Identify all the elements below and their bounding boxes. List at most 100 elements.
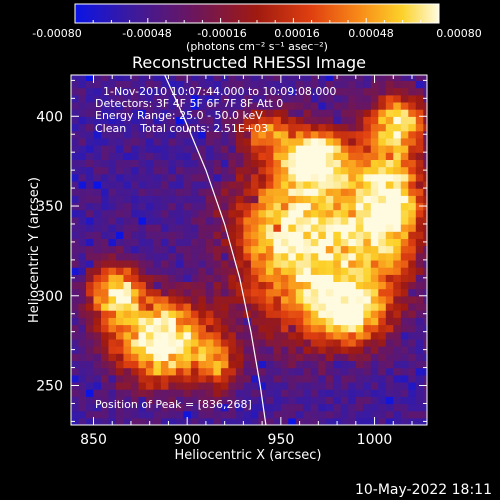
heatmap-cell	[145, 130, 154, 139]
heatmap-cell	[116, 353, 125, 361]
heatmap-cell	[340, 80, 349, 89]
heatmap-cell	[370, 389, 379, 397]
heatmap-cell	[273, 224, 282, 232]
heatmap-cell	[213, 130, 222, 139]
heatmap-cell	[333, 202, 342, 211]
heatmap-cell	[78, 274, 87, 282]
heatmap-cell	[340, 281, 349, 290]
heatmap-cell	[131, 109, 140, 117]
heatmap-cell	[131, 216, 140, 225]
heatmap-cell	[198, 75, 207, 81]
heatmap-cell	[71, 353, 80, 361]
heatmap-cell	[250, 331, 259, 340]
heatmap-cell	[295, 252, 304, 261]
heatmap-cell	[408, 274, 417, 282]
heatmap-cell	[325, 338, 334, 347]
heatmap-cell	[108, 274, 117, 282]
heatmap-cell	[93, 389, 102, 397]
heatmap-cell	[318, 281, 327, 290]
heatmap-cell	[153, 288, 162, 297]
heatmap-cell	[258, 101, 267, 110]
heatmap-cell	[145, 374, 154, 383]
heatmap-cell	[348, 166, 357, 175]
heatmap-cell	[295, 403, 304, 412]
heatmap-cell	[235, 346, 244, 354]
heatmap-cell	[288, 259, 297, 268]
heatmap-cell	[86, 159, 95, 168]
heatmap-cell	[220, 101, 229, 110]
heatmap-cell	[235, 238, 244, 247]
heatmap-cell	[325, 130, 334, 139]
x-tick-label: 950	[268, 432, 295, 448]
heatmap-cell	[258, 381, 267, 390]
heatmap-cell	[183, 252, 192, 261]
heatmap-cell	[205, 302, 214, 311]
heatmap-cell	[101, 353, 110, 361]
heatmap-cell	[108, 188, 117, 196]
heatmap-cell	[235, 109, 244, 117]
heatmap-cell	[250, 324, 259, 333]
heatmap-cell	[273, 346, 282, 354]
heatmap-cell	[363, 396, 372, 405]
heatmap-cell	[310, 367, 319, 376]
heatmap-cell	[370, 267, 379, 275]
heatmap-cell	[123, 403, 132, 412]
heatmap-cell	[423, 188, 427, 196]
heatmap-cell	[325, 259, 334, 268]
heatmap-cell	[228, 381, 237, 390]
heatmap-cell	[310, 152, 319, 160]
heatmap-cell	[145, 310, 154, 318]
heatmap-cell	[86, 417, 95, 425]
heatmap-cell	[213, 367, 222, 376]
heatmap-cell	[175, 338, 184, 347]
heatmap-cell	[145, 381, 154, 390]
heatmap-cell	[250, 116, 259, 125]
heatmap-cell	[325, 274, 334, 282]
heatmap-cell	[355, 281, 364, 290]
heatmap-cell	[86, 145, 95, 153]
heatmap-cell	[355, 188, 364, 196]
heatmap-cell	[235, 180, 244, 189]
heatmap-cell	[101, 259, 110, 268]
heatmap-cell	[220, 267, 229, 275]
heatmap-cell	[250, 123, 259, 132]
heatmap-cell	[116, 94, 125, 103]
heatmap-cell	[355, 123, 364, 132]
heatmap-cell	[160, 209, 169, 218]
heatmap-cell	[280, 116, 289, 125]
heatmap-cell	[243, 231, 252, 239]
heatmap-cell	[228, 238, 237, 247]
heatmap-cell	[108, 94, 117, 103]
heatmap-cell	[393, 288, 402, 297]
heatmap-cell	[355, 331, 364, 340]
heatmap-cell	[288, 87, 297, 96]
heatmap-cell	[265, 310, 274, 318]
heatmap-cell	[123, 367, 132, 376]
heatmap-cell	[243, 338, 252, 347]
heatmap-cell	[116, 389, 125, 397]
heatmap-cell	[160, 180, 169, 189]
heatmap-cell	[243, 267, 252, 275]
heatmap-cell	[385, 417, 394, 425]
heatmap-cell	[288, 159, 297, 168]
heatmap-cell	[325, 202, 334, 211]
heatmap-cell	[213, 381, 222, 390]
heatmap-cell	[280, 101, 289, 110]
heatmap-cell	[258, 324, 267, 333]
heatmap-cell	[116, 281, 125, 290]
heatmap-cell	[228, 324, 237, 333]
heatmap-cell	[340, 252, 349, 261]
heatmap-cell	[153, 338, 162, 347]
heatmap-cell	[370, 245, 379, 254]
heatmap-cell	[101, 231, 110, 239]
heatmap-cell	[93, 166, 102, 175]
heatmap-cell	[355, 267, 364, 275]
heatmap-cell	[198, 410, 207, 419]
heatmap-cell	[288, 317, 297, 326]
heatmap-cell	[235, 75, 244, 81]
heatmap-cell	[116, 224, 125, 232]
heatmap-cell	[153, 166, 162, 175]
heatmap-cell	[288, 403, 297, 412]
heatmap-cell	[116, 109, 125, 117]
heatmap-cell	[145, 202, 154, 211]
